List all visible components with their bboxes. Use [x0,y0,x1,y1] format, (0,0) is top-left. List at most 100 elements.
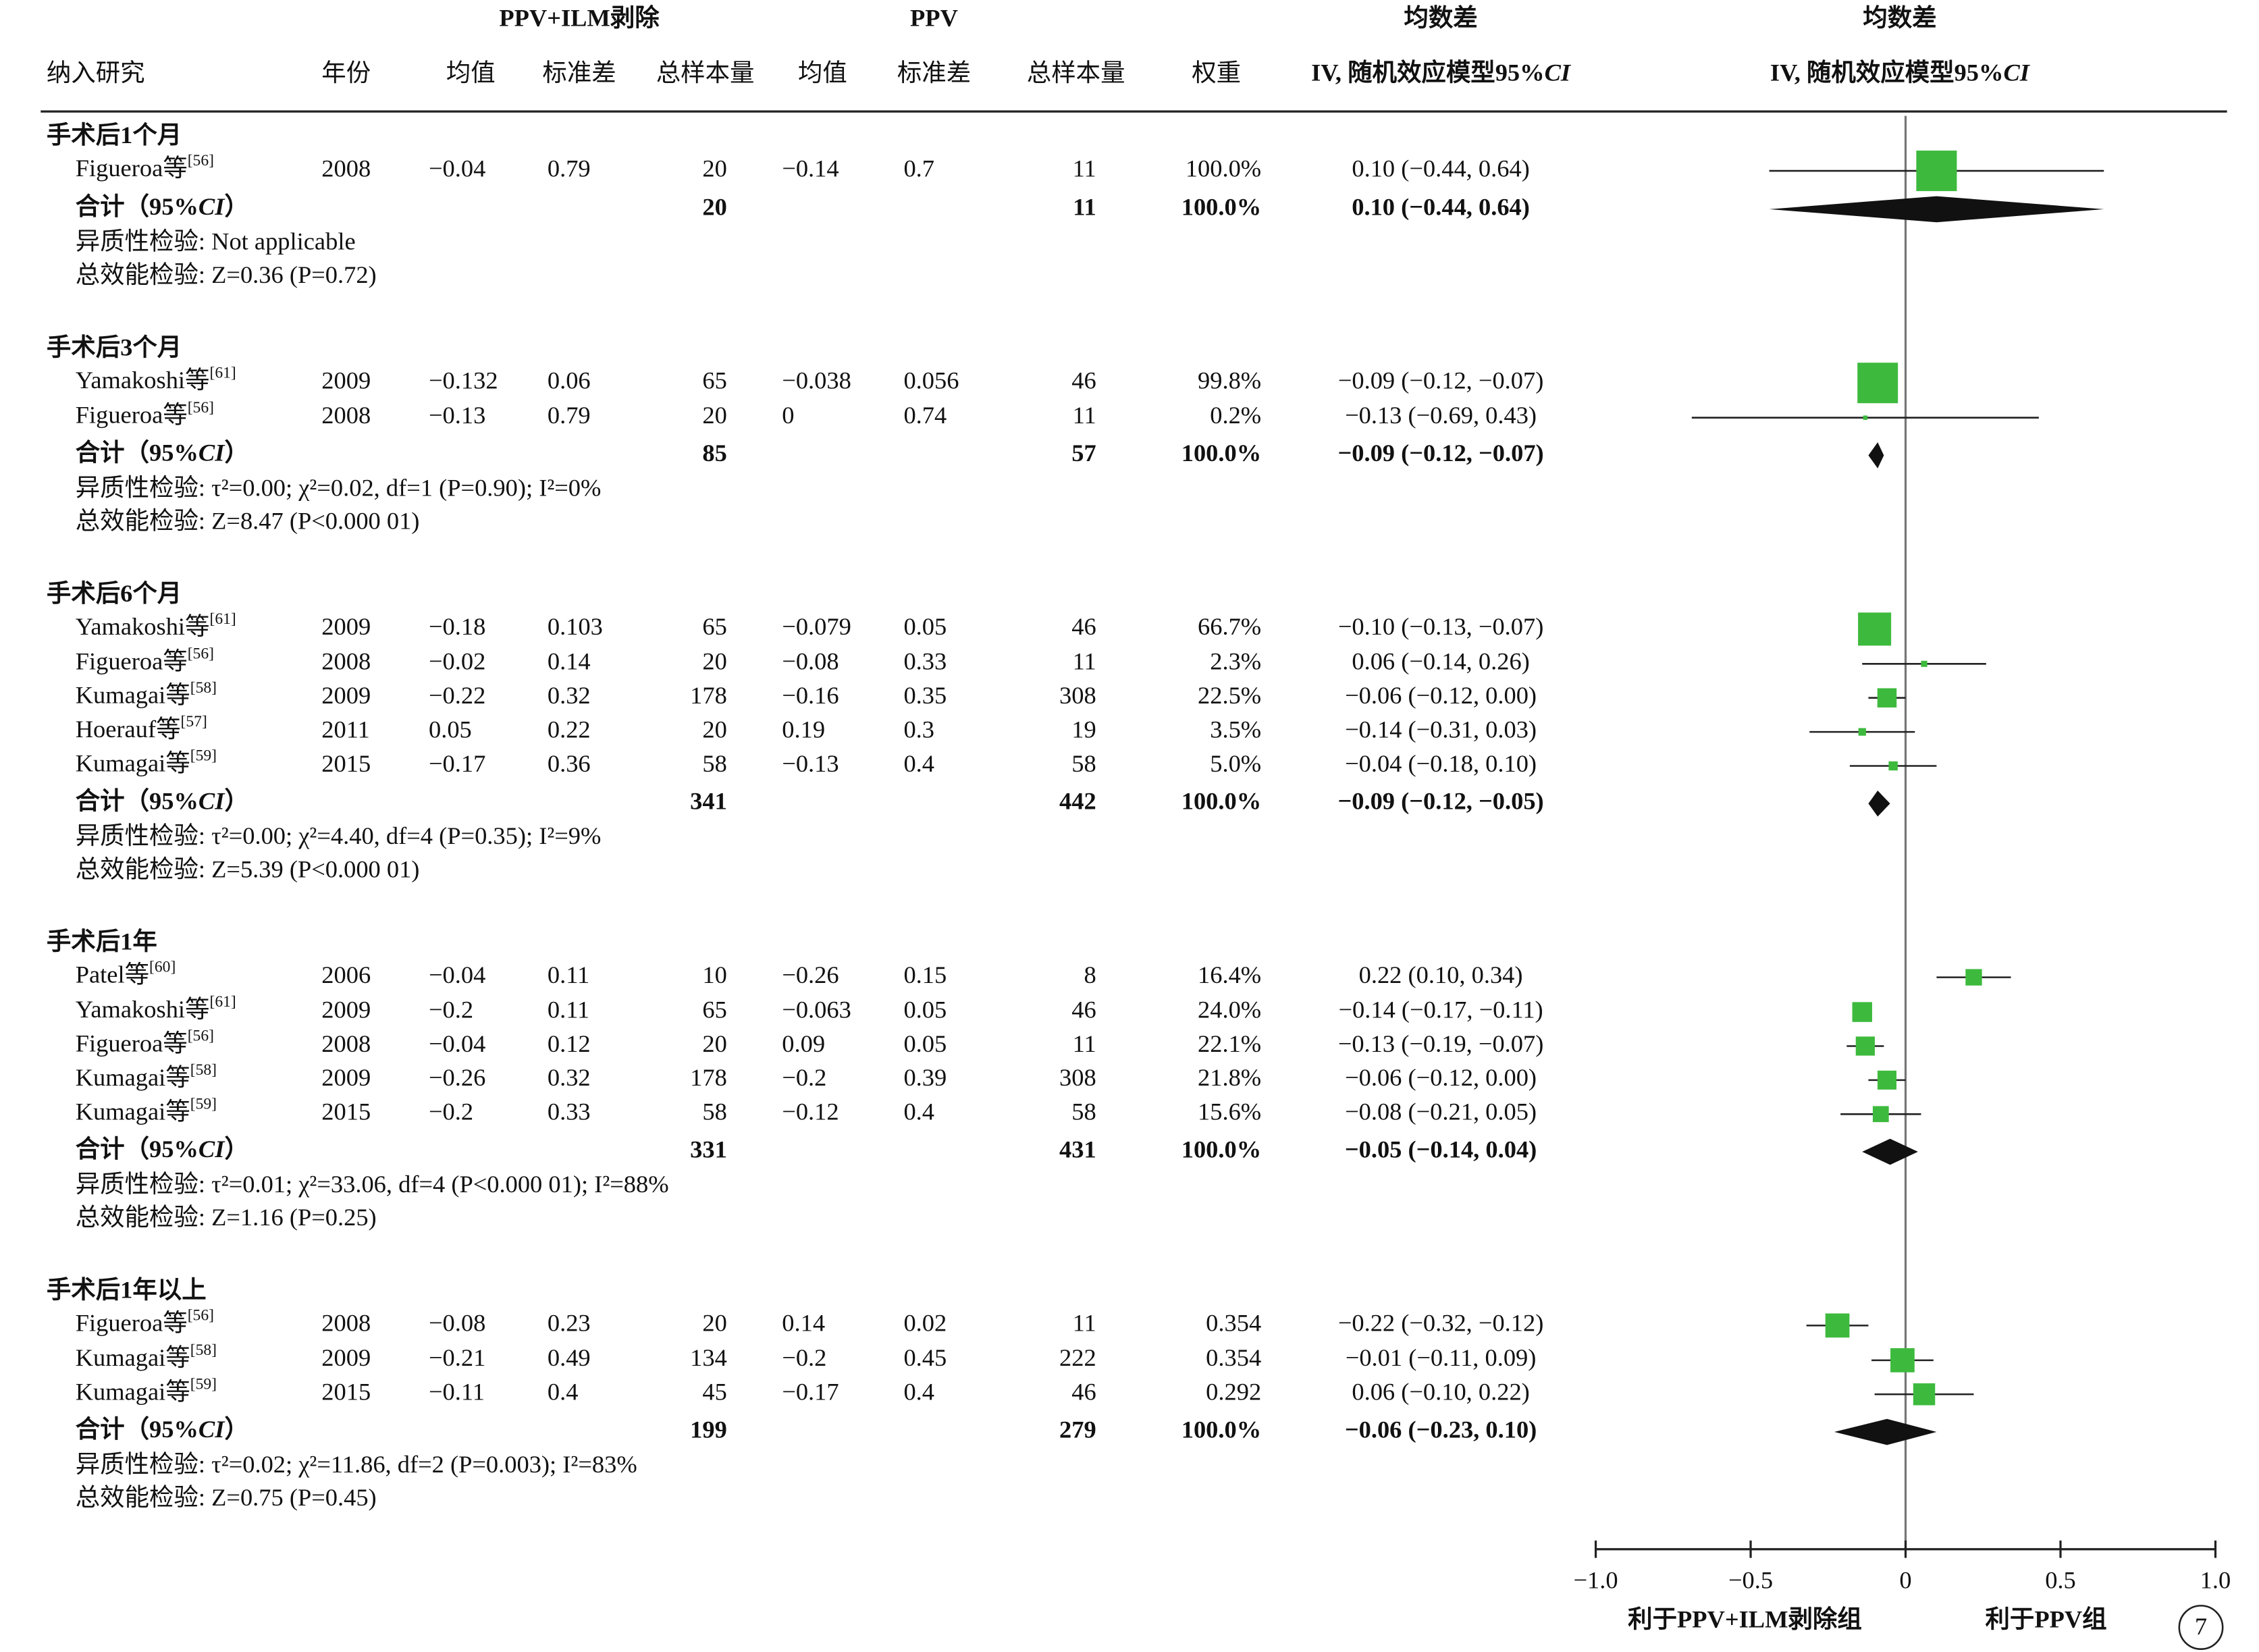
n-2: 308 [1059,682,1096,709]
mean-2: −0.17 [782,1379,839,1406]
study-name-part: Yamakoshi等 [76,613,210,640]
effect-square [1965,969,1982,986]
effect-ci: −0.09 (−0.12, −0.07) [1338,367,1544,394]
sd-1: 0.103 [548,613,603,640]
weight: 0.2% [1210,402,1261,429]
mean-1: 0.05 [429,716,472,743]
sd-2: 0.3 [903,716,934,743]
mean-2: −0.13 [782,750,839,777]
total-n-2: 279 [1059,1416,1096,1443]
year: 2009 [321,996,371,1023]
effect-square [1858,612,1892,646]
weight: 2.3% [1210,648,1261,675]
sd-2: 0.4 [903,1098,934,1125]
subgroup-title: 手术后1个月 [47,122,182,149]
study-name-part: [60] [149,959,176,976]
heterogeneity: 异质性检验: τ²=0.02; χ²=11.86, df=2 (P=0.003)… [76,1451,637,1478]
mean-2: −0.14 [782,155,839,182]
summary-diamond [1834,1418,1937,1445]
study-name-part: Kumagai等 [76,1344,190,1371]
n-2: 222 [1059,1344,1096,1371]
column-header: 均值 [446,59,496,86]
study-name-part: [58] [190,1061,217,1079]
summary-diamond [1862,1138,1918,1165]
effect-ci: −0.10 (−0.13, −0.07) [1338,613,1544,640]
mean-1: −0.26 [429,1064,485,1091]
weight: 22.1% [1198,1030,1261,1057]
ci-header: IV, 随机效应模型95%CI [1311,59,1572,86]
effect-ci: −0.01 (−0.11, 0.09) [1346,1344,1537,1371]
n-1: 20 [702,1310,726,1337]
effect-square [1888,761,1898,771]
study-name-part: [61] [209,994,236,1011]
x-label-right: 利于PPV组 [1985,1605,2106,1632]
column-header: 纳入研究 [47,59,145,86]
weight: 99.8% [1198,367,1261,394]
total-label-part: 合计（95% [76,1135,198,1163]
sd-2: 0.05 [903,1030,947,1057]
x-tick-label: −1.0 [1574,1566,1618,1593]
summary-diamond [1769,196,2104,223]
study-name-part: Figueroa等 [76,1030,188,1057]
study-name: Yamakoshi等[61] [76,365,236,394]
study-name: Patel等[60] [76,959,176,988]
subgroup-title: 手术后1年 [47,928,157,955]
study-name-part: Figueroa等 [76,1310,188,1337]
weight: 5.0% [1210,750,1261,777]
group-header: PPV+ILM剥除 [499,4,660,31]
study-name-part: [58] [190,1341,217,1359]
n-1: 10 [702,961,726,988]
mean-1: −0.02 [429,648,485,675]
mean-2: −0.12 [782,1098,839,1125]
sd-1: 0.32 [548,682,591,709]
mean-2: 0.19 [782,716,825,743]
study-name-part: [56] [188,645,214,663]
mean-1: −0.21 [429,1344,485,1371]
total-label-part: 合计（95% [76,439,198,467]
effect-square [1852,1002,1872,1022]
study-name: Figueroa等[56] [76,1307,214,1337]
sd-1: 0.36 [548,750,591,777]
group-header: 均数差 [1404,4,1477,31]
weight: 0.354 [1206,1310,1261,1337]
total-label-part: ） [224,1135,248,1163]
study-name: Kumagai等[58] [76,1341,217,1371]
total-label: 合计（95%CI） [76,439,249,467]
study-name-part: Patel等 [76,961,149,988]
year: 2011 [321,716,370,743]
sd-2: 0.74 [903,402,947,429]
year: 2008 [321,648,371,675]
study-name-part: Kumagai等 [76,1379,190,1406]
plot-header: IV, 随机效应模型95%CI [1770,59,2031,86]
year: 2015 [321,1379,371,1406]
mean-2: −0.038 [782,367,851,394]
n-2: 19 [1071,716,1096,743]
n-2: 11 [1073,1310,1096,1337]
effect-ci: −0.04 (−0.18, 0.10) [1345,750,1537,777]
weight: 22.5% [1198,682,1261,709]
total-label-part: 合计（95% [76,192,198,220]
sd-1: 0.23 [548,1310,591,1337]
mean-1: −0.132 [429,367,498,394]
total-n-1: 331 [690,1136,727,1163]
n-1: 45 [702,1379,726,1406]
study-name: Figueroa等[56] [76,153,214,182]
weight: 66.7% [1198,613,1261,640]
column-header: 年份 [321,59,371,86]
sd-1: 0.33 [548,1098,591,1125]
study-name-part: [57] [181,714,207,731]
effect-ci: −0.06 (−0.12, 0.00) [1345,682,1537,709]
column-header: 标准差 [542,59,616,86]
sd-1: 0.11 [548,996,589,1023]
study-name-part: [59] [190,1376,217,1393]
study-name: Yamakoshi等[61] [76,994,236,1023]
total-n-1: 20 [702,193,726,220]
study-name-part: Figueroa等 [76,155,188,182]
study-name-part: [56] [188,1028,214,1045]
total-effect-ci: −0.09 (−0.12, −0.07) [1337,439,1543,467]
study-name-part: [56] [188,1307,214,1325]
n-1: 65 [702,367,726,394]
total-label-part: CI [198,1136,225,1163]
n-1: 65 [702,996,726,1023]
x-tick-label: −0.5 [1728,1566,1773,1593]
